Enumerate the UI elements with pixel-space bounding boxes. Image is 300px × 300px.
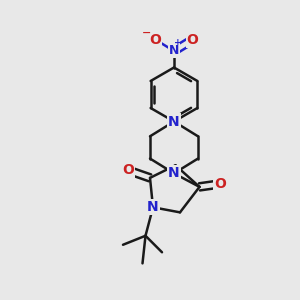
Text: N: N bbox=[168, 167, 180, 180]
Text: N: N bbox=[168, 115, 180, 128]
Text: O: O bbox=[187, 33, 199, 46]
Text: N: N bbox=[147, 200, 159, 214]
Text: N: N bbox=[169, 44, 179, 58]
Text: −: − bbox=[142, 28, 152, 38]
Text: O: O bbox=[149, 33, 161, 46]
Text: O: O bbox=[214, 177, 226, 191]
Text: +: + bbox=[174, 38, 182, 47]
Text: O: O bbox=[122, 164, 134, 177]
